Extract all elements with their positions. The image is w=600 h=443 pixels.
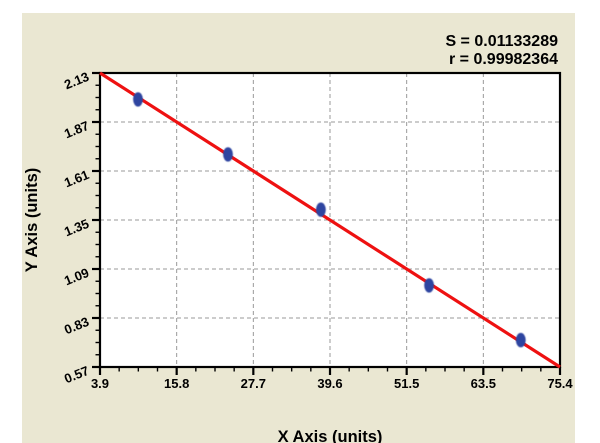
svg-text:63.5: 63.5 <box>471 376 496 391</box>
svg-text:3.9: 3.9 <box>91 376 109 391</box>
svg-text:Y Axis (units): Y Axis (units) <box>23 168 41 273</box>
svg-text:S = 0.01133289: S = 0.01133289 <box>445 33 558 50</box>
svg-text:r = 0.99982364: r = 0.99982364 <box>449 51 558 68</box>
svg-text:1.35: 1.35 <box>62 216 91 239</box>
svg-text:51.5: 51.5 <box>394 376 419 391</box>
svg-text:0.57: 0.57 <box>62 363 91 386</box>
svg-text:0.83: 0.83 <box>62 314 91 337</box>
svg-text:2.13: 2.13 <box>62 69 91 92</box>
svg-text:1.09: 1.09 <box>62 265 91 288</box>
svg-text:1.87: 1.87 <box>62 118 91 141</box>
svg-text:27.7: 27.7 <box>241 376 266 391</box>
svg-text:15.8: 15.8 <box>164 376 189 391</box>
svg-text:75.4: 75.4 <box>547 376 573 391</box>
svg-text:X Axis (units): X Axis (units) <box>278 428 383 443</box>
svg-text:39.6: 39.6 <box>317 376 342 391</box>
svg-text:1.61: 1.61 <box>62 167 91 190</box>
